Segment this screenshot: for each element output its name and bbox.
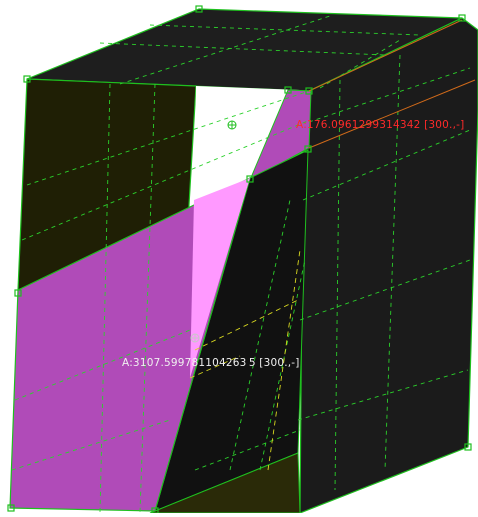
selected-face-highlight[interactable]	[190, 178, 250, 378]
vertex-handle-icon	[7, 504, 15, 512]
hidden-edges	[189, 249, 301, 471]
vertex-handle-icon	[246, 175, 254, 183]
opening-void	[194, 86, 300, 200]
vertex-handle-icon	[304, 145, 312, 153]
area-annotation-upper: A:176.0961299314342 [300.,-]	[296, 119, 465, 131]
crosshair-icon[interactable]	[190, 333, 200, 343]
vertex-handle-icon	[464, 443, 472, 451]
vertex-handle-icon	[14, 289, 22, 297]
vertex-handle-icon	[458, 14, 466, 22]
vertex-handle-icon	[284, 86, 292, 94]
area-annotation-lower: A:3107.599781104263 5 [300.,-]	[122, 357, 300, 369]
orange-edges	[308, 19, 476, 149]
vertex-handle-icon	[305, 87, 313, 95]
right-face[interactable]	[299, 17, 478, 514]
selected-face-main[interactable]	[9, 176, 251, 512]
crosshair-icon[interactable]	[227, 120, 237, 130]
mesh-lines	[11, 15, 471, 513]
vertex-handle-icon	[195, 5, 203, 13]
vertex-handle-icon	[23, 75, 31, 83]
